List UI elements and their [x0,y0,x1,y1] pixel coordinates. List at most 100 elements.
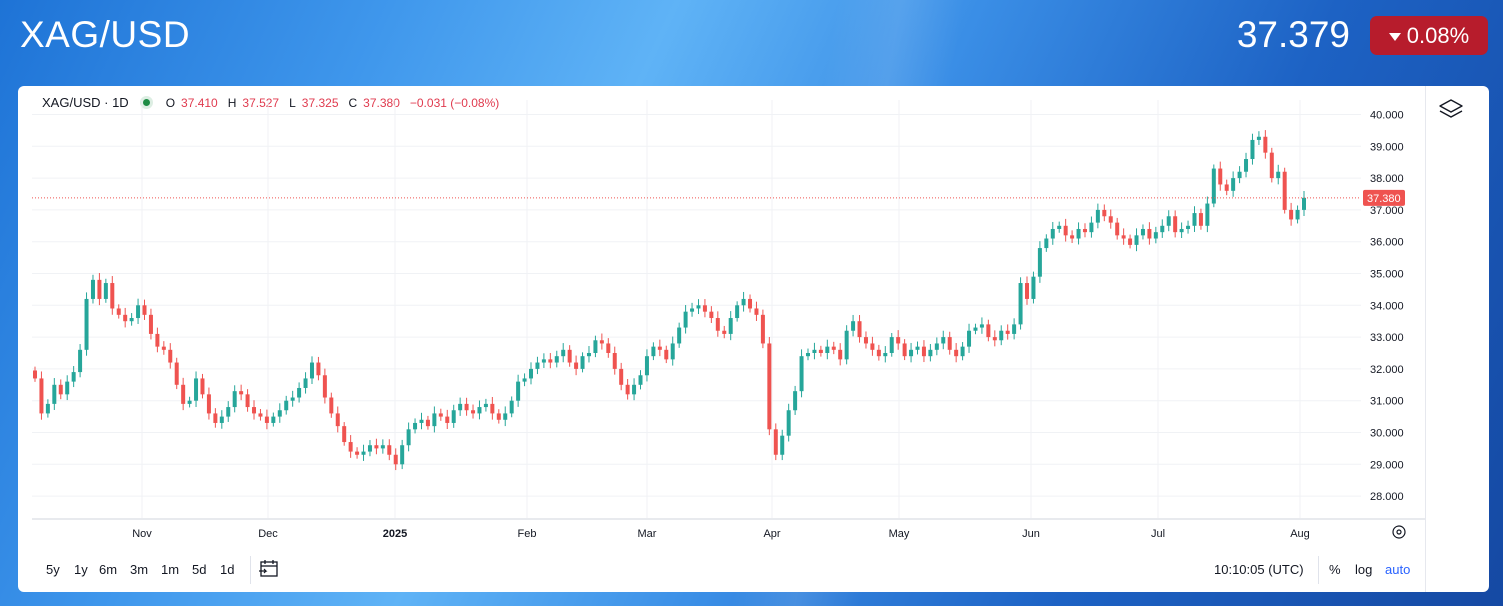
range-1y[interactable]: 1y [74,562,88,577]
candle [1205,196,1210,233]
ohlc-legend: XAG/USD · 1D O 37.410 H 37.527 L 37.325 C 37… [42,95,503,110]
candle [522,373,527,387]
candle [554,350,559,368]
legend-symbol[interactable]: XAG/USD · 1D [42,95,129,110]
candle [896,330,901,350]
candle [548,353,553,369]
legend-change: −0.031 (−0.08%) [409,95,500,110]
candle [361,444,366,461]
candle [400,439,405,470]
candle [799,349,804,398]
candle [1076,222,1081,245]
price-chart[interactable]: 40.000 39.000 38.000 37.000 36.000 35.000 34.0… [18,86,1425,548]
candle [1302,190,1306,217]
candle [387,439,392,461]
candle [954,343,959,363]
candle [413,418,418,434]
candle [432,406,437,433]
candle [889,332,894,357]
range-1m[interactable]: 1m [161,562,180,577]
candle [103,278,108,303]
candle [1282,167,1287,214]
candle [1153,226,1158,244]
toolbar-divider [1318,556,1319,584]
candle [1186,220,1191,234]
last-price-tag: 37.380 [1363,189,1405,206]
y-tick-label: 37.000 [1370,205,1404,217]
candle [1211,164,1216,208]
y-tick-label: 39.000 [1370,141,1404,153]
candle [264,409,269,430]
candle [1037,241,1042,283]
candle [1244,152,1249,178]
candle [921,340,926,363]
layers-icon[interactable] [1435,96,1467,124]
y-tick-label: 31.000 [1370,396,1404,408]
candle [78,344,83,378]
candle [1050,221,1055,245]
candle [445,409,450,430]
arrow-down-icon [1388,33,1401,41]
candle [1012,318,1017,340]
candle [999,325,1004,346]
y-tick-label: 34.000 [1370,300,1404,312]
candle [683,305,688,334]
candle [342,422,347,446]
candle [1269,147,1274,183]
candle [380,439,385,454]
candle [1166,210,1171,232]
candle [258,409,263,421]
candle [219,410,224,429]
candle [793,385,798,415]
candle [1224,179,1229,196]
current-price: 37.379 [1236,14,1350,55]
calendar-icon[interactable] [258,557,280,579]
candle [535,356,540,375]
candle [483,398,488,412]
toolbar-divider [250,556,251,584]
log-toggle[interactable]: log [1355,562,1373,577]
candle [509,396,514,418]
candle [33,366,37,382]
candle [290,390,295,407]
range-5y[interactable]: 5y [46,562,60,577]
legend-close-label: C [348,95,358,110]
candle [1089,216,1094,238]
candle [831,341,836,355]
candle [567,345,572,367]
candle [1295,205,1300,224]
candle [1005,324,1010,340]
candle [52,378,57,410]
candle [206,387,211,420]
candle [870,336,875,356]
candle [670,336,675,366]
range-1d[interactable]: 1d [220,562,235,577]
candle [329,392,334,418]
candle [1108,209,1113,229]
candle [928,344,933,362]
candle [677,322,682,348]
percent-toggle[interactable]: % [1329,562,1341,577]
candle [303,372,308,394]
x-tick-label: Apr [763,528,780,540]
range-6m[interactable]: 6m [99,562,118,577]
x-tick-label: Jul [1151,528,1165,540]
y-tick-label: 29.000 [1370,459,1404,471]
x-tick-label: May [889,528,910,540]
candle [599,333,604,350]
y-tick-label: 28.000 [1370,491,1404,503]
candle [348,435,353,458]
candle [1140,224,1145,240]
range-5d[interactable]: 5d [192,562,207,577]
candle [271,412,276,427]
utc-clock[interactable]: 10:10:05 (UTC) [1214,562,1304,577]
auto-scale-toggle[interactable]: auto [1385,562,1411,577]
candle [252,400,257,420]
candle [1179,222,1184,239]
candle [477,400,482,420]
candle [1102,204,1107,222]
range-3m[interactable]: 3m [130,562,149,577]
candle [129,313,134,326]
last-price-label: 37.380 [1367,193,1401,205]
settings-icon[interactable] [1392,525,1406,539]
